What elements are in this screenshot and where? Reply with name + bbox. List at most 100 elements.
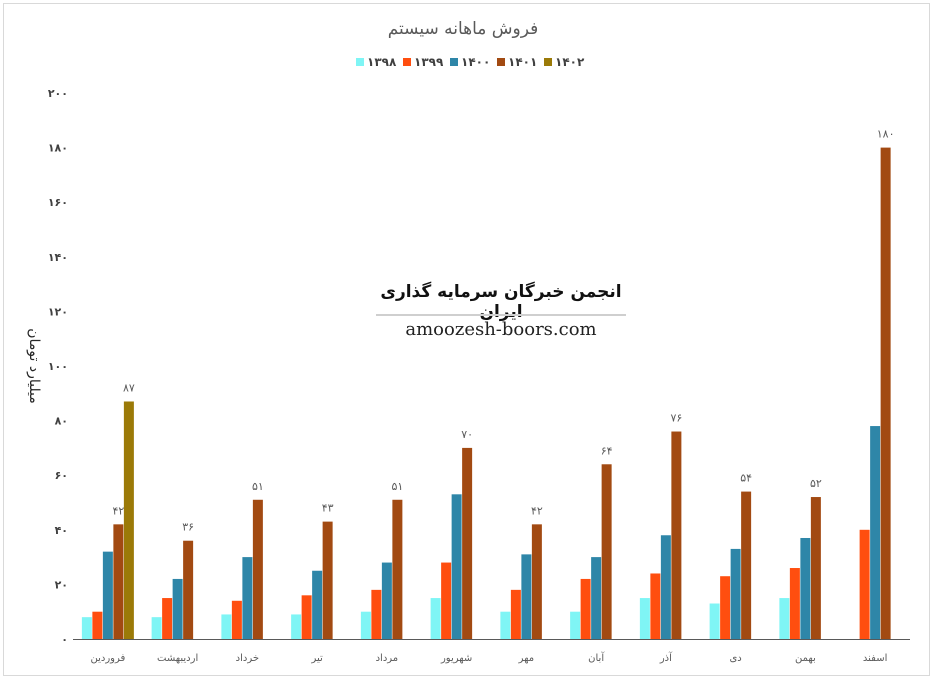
bar xyxy=(291,614,302,639)
x-tick-label: دی xyxy=(729,653,741,664)
y-tick-label: ۱۰۰ xyxy=(48,360,68,373)
legend-entry: ۱۴۰۰ xyxy=(461,55,490,69)
legend-entry: ۱۴۰۱ xyxy=(508,55,537,69)
bar xyxy=(162,598,173,639)
bar xyxy=(709,603,720,639)
bar xyxy=(172,578,183,639)
watermark: انجمن خبرگان سرمایه گذاری ایران amoozesh… xyxy=(376,278,626,350)
x-tick-label: فروردین xyxy=(90,653,125,664)
bar xyxy=(591,557,602,639)
y-tick-label: ۶۰ xyxy=(55,469,68,482)
bar xyxy=(151,617,162,639)
bar xyxy=(221,614,232,639)
bar xyxy=(430,598,441,639)
y-tick-label: ۱۲۰ xyxy=(48,305,68,318)
watermark-divider xyxy=(376,314,626,316)
bar xyxy=(371,589,382,639)
data-label: ۵۱ xyxy=(252,480,264,493)
data-label: ۱۸۰ xyxy=(877,128,895,141)
data-label: ۴۲ xyxy=(531,504,543,517)
bar xyxy=(859,529,870,639)
bar xyxy=(462,447,473,639)
x-axis: فروردین اردیبهشت خرداد تیر مرداد شهریور مهر آبا… xyxy=(73,639,910,664)
legend-swatch xyxy=(544,58,552,66)
watermark-title: انجمن خبرگان سرمایه گذاری ایران xyxy=(380,282,622,322)
bar xyxy=(252,499,263,639)
legend-entry: ۱۳۹۸ xyxy=(367,55,397,69)
y-tick-label: ۱۴۰ xyxy=(48,251,68,264)
bar xyxy=(810,497,821,639)
bar xyxy=(730,548,741,639)
bar xyxy=(81,617,92,639)
bar xyxy=(123,401,134,639)
bar xyxy=(580,578,591,639)
x-tick-label: خرداد xyxy=(236,653,259,664)
x-tick-label: تیر xyxy=(310,653,323,664)
bar xyxy=(360,611,371,639)
bar xyxy=(500,611,511,639)
y-tick-label: ۰ xyxy=(61,633,68,646)
x-tick-label: شهریور xyxy=(440,653,472,664)
x-tick-label: آبان xyxy=(588,651,605,664)
watermark-url: amoozesh-boors.com xyxy=(405,319,597,340)
x-tick-label: آذر xyxy=(659,651,673,664)
data-labels: ۴۲ ۳۶ ۵۱ ۴۳ ۵۱ ۷۰ ۴۲ ۶۴ ۷۶ ۵۴ ۵۲ ۱۸۰ ۸۷ xyxy=(112,128,894,534)
legend-swatch xyxy=(356,58,364,66)
x-tick-label: مهر xyxy=(518,653,534,664)
bar xyxy=(322,521,333,639)
legend-swatch xyxy=(403,58,411,66)
bar xyxy=(650,573,661,639)
bar xyxy=(451,494,462,639)
y-tick-label: ۱۸۰ xyxy=(48,142,68,155)
bar xyxy=(870,426,881,639)
bar xyxy=(660,535,671,639)
y-axis-label: میلیارد تومان xyxy=(26,328,42,403)
bar xyxy=(381,562,392,639)
bar xyxy=(639,598,650,639)
bar xyxy=(671,431,682,639)
bar xyxy=(521,554,532,639)
legend-swatch xyxy=(450,58,458,66)
bar xyxy=(880,147,891,639)
y-tick-label: ۸۰ xyxy=(55,415,68,428)
bar xyxy=(113,524,124,639)
data-label: ۴۳ xyxy=(322,502,334,515)
data-label: ۴۲ xyxy=(112,504,124,517)
data-label: ۷۰ xyxy=(461,428,473,441)
x-tick-label: بهمن xyxy=(795,653,816,664)
data-label: ۶۴ xyxy=(601,444,613,457)
bar xyxy=(570,611,581,639)
y-axis: ۰ ۲۰ ۴۰ ۶۰ ۸۰ ۱۰۰ ۱۲۰ ۱۴۰ ۱۶۰ ۱۸۰ ۲۰۰ xyxy=(48,87,68,646)
bar xyxy=(301,595,312,639)
legend: ۱۳۹۸ ۱۳۹۹ ۱۴۰۰ ۱۴۰۱ ۱۴۰۲ xyxy=(356,55,585,69)
data-label: ۵۴ xyxy=(740,472,752,485)
y-tick-label: ۲۰۰ xyxy=(48,87,68,100)
bar xyxy=(102,551,113,639)
bar xyxy=(741,491,752,639)
bar xyxy=(92,611,103,639)
bar xyxy=(183,540,194,639)
x-tick-label: اسفند xyxy=(863,653,887,664)
bar xyxy=(242,557,253,639)
bar xyxy=(392,499,403,639)
legend-swatch xyxy=(497,58,505,66)
bar xyxy=(779,598,790,639)
data-label: ۸۷ xyxy=(123,381,135,394)
data-label: ۵۱ xyxy=(391,480,403,493)
bar xyxy=(441,562,452,639)
bar xyxy=(789,568,800,639)
chart-title: فروش ماهانه سیستم xyxy=(388,19,539,39)
bar xyxy=(231,600,242,639)
y-tick-label: ۲۰ xyxy=(55,578,68,591)
legend-entry: ۱۴۰۲ xyxy=(555,55,585,69)
data-label: ۳۶ xyxy=(182,521,194,534)
x-tick-label: مرداد xyxy=(376,653,399,664)
bar xyxy=(601,464,612,639)
legend-entry: ۱۳۹۹ xyxy=(414,55,444,69)
bar xyxy=(720,576,731,639)
bar xyxy=(800,537,811,639)
bars xyxy=(81,147,891,639)
x-tick-label: اردیبهشت xyxy=(157,653,198,664)
bar xyxy=(531,524,542,639)
